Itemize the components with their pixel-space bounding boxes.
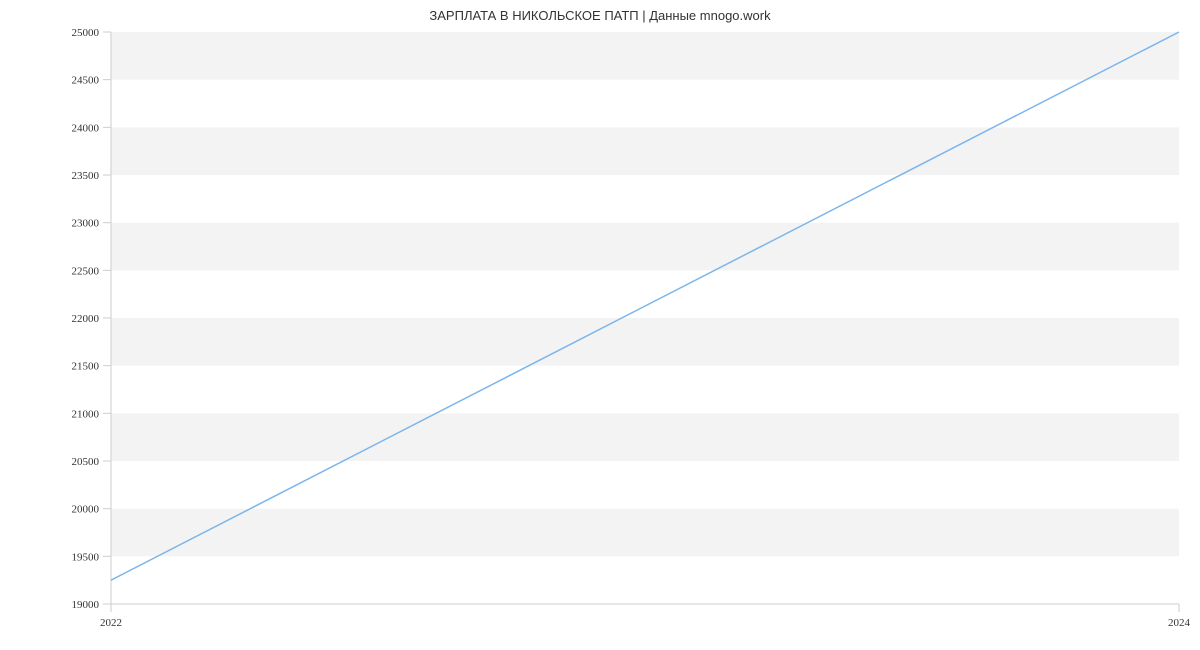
y-tick-label: 25000 <box>72 27 100 39</box>
x-tick-label: 2022 <box>100 617 122 629</box>
x-tick-label: 2024 <box>1168 617 1191 629</box>
y-tick-label: 20000 <box>72 504 100 516</box>
y-tick-label: 21000 <box>72 408 100 420</box>
chart-svg: 19000 19500 20000 20500 21000 21500 22000 22500… <box>0 0 1200 650</box>
y-tick-label: 22000 <box>72 313 100 325</box>
y-tick-label: 22500 <box>72 265 100 277</box>
y-tick-label: 20500 <box>72 456 100 468</box>
y-tick-label: 23500 <box>72 170 100 182</box>
y-tick-label: 21500 <box>72 361 100 373</box>
salary-line-chart: ЗАРПЛАТА В НИКОЛЬСКОЕ ПАТП | Данные mnog… <box>0 0 1200 650</box>
y-tick-label: 19000 <box>72 599 100 611</box>
y-tick-label: 19500 <box>72 551 100 563</box>
y-tick-label: 24000 <box>72 122 100 134</box>
y-tick-label: 24500 <box>72 75 100 87</box>
y-tick-label: 23000 <box>72 218 100 230</box>
